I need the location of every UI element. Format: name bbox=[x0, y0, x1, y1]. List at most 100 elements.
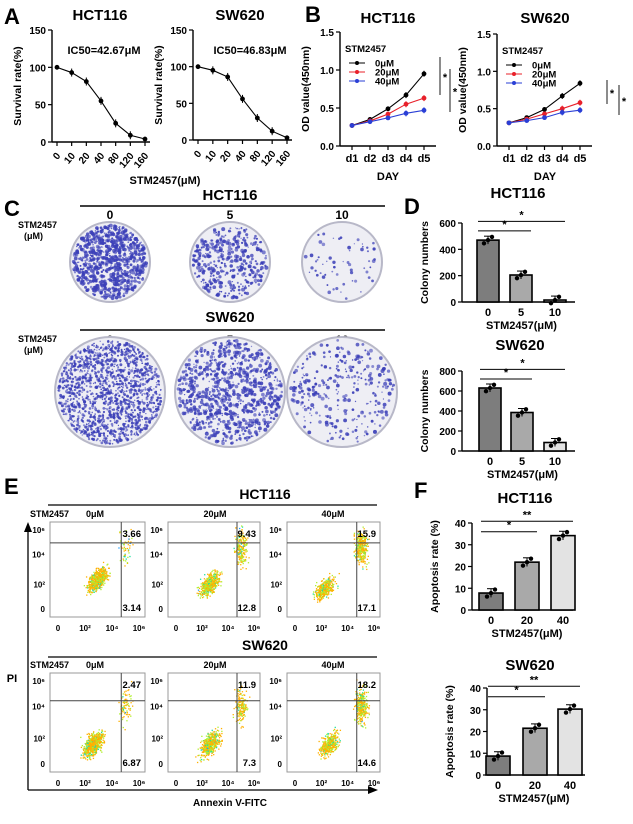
colony bbox=[124, 422, 127, 425]
colony bbox=[106, 383, 108, 386]
colony bbox=[137, 418, 142, 422]
colony bbox=[159, 396, 162, 400]
colony bbox=[112, 429, 116, 433]
event-dot bbox=[97, 581, 99, 584]
colony bbox=[326, 284, 329, 287]
colony bbox=[137, 252, 141, 257]
colony bbox=[133, 422, 135, 424]
colony bbox=[344, 297, 348, 300]
colony bbox=[118, 432, 122, 436]
colony bbox=[360, 247, 364, 252]
colony bbox=[94, 370, 96, 373]
colony bbox=[93, 267, 96, 270]
colony bbox=[155, 405, 157, 408]
data-point bbox=[421, 71, 427, 77]
colony bbox=[207, 386, 210, 389]
colony bbox=[102, 354, 104, 356]
colony bbox=[339, 434, 342, 437]
colony bbox=[97, 370, 100, 374]
colony bbox=[106, 235, 110, 239]
colony bbox=[104, 437, 107, 440]
colony bbox=[83, 280, 85, 282]
colony bbox=[74, 394, 78, 398]
colony bbox=[159, 399, 163, 403]
colony bbox=[94, 279, 98, 283]
event-dot bbox=[124, 548, 127, 550]
x-tick-label: 10⁴ bbox=[106, 624, 119, 633]
colony bbox=[197, 251, 202, 256]
colony bbox=[118, 234, 123, 239]
colony bbox=[93, 342, 95, 345]
colony bbox=[260, 275, 263, 278]
colony bbox=[65, 362, 69, 365]
colony bbox=[210, 272, 213, 275]
colony bbox=[331, 270, 334, 273]
colony bbox=[63, 379, 67, 383]
colony bbox=[348, 262, 352, 267]
colony bbox=[129, 430, 133, 434]
y-tick-label: 400 bbox=[439, 245, 456, 256]
colony bbox=[93, 241, 97, 245]
colony bbox=[100, 367, 103, 371]
colony bbox=[140, 368, 144, 372]
colony bbox=[123, 348, 126, 351]
colony bbox=[70, 384, 74, 387]
colony bbox=[245, 381, 249, 384]
colony bbox=[245, 280, 249, 284]
colony bbox=[144, 377, 147, 380]
colony bbox=[132, 289, 135, 292]
colony bbox=[127, 372, 130, 375]
colony bbox=[208, 280, 212, 283]
colony bbox=[125, 420, 127, 423]
colony bbox=[127, 277, 129, 279]
colony bbox=[191, 263, 195, 267]
y-tick-label: 10² bbox=[33, 581, 45, 590]
colony bbox=[79, 389, 82, 393]
colony bbox=[142, 374, 145, 377]
colony bbox=[110, 347, 113, 350]
colony bbox=[377, 410, 380, 413]
colony bbox=[219, 238, 223, 242]
colony bbox=[135, 353, 138, 355]
colony bbox=[227, 389, 230, 392]
colony bbox=[312, 407, 315, 409]
colony bbox=[244, 395, 246, 398]
colony bbox=[67, 400, 69, 403]
colony bbox=[81, 396, 84, 398]
colony bbox=[203, 411, 208, 416]
colony bbox=[119, 390, 122, 393]
colony bbox=[110, 227, 113, 230]
y-axis-label: Apoptosis rate (%) bbox=[444, 685, 456, 778]
event-dot bbox=[94, 585, 96, 587]
colony bbox=[73, 365, 76, 368]
colony bbox=[241, 408, 245, 412]
event-dot bbox=[109, 572, 111, 575]
colony bbox=[335, 388, 338, 391]
colony bbox=[123, 433, 126, 436]
colony bbox=[105, 370, 109, 374]
colony bbox=[142, 261, 146, 264]
colony bbox=[270, 390, 274, 394]
colony bbox=[338, 351, 341, 354]
colony bbox=[71, 408, 74, 411]
replicate-point bbox=[491, 757, 497, 762]
colony bbox=[119, 363, 123, 367]
colony bbox=[132, 348, 135, 352]
colony bbox=[222, 361, 224, 363]
colony bbox=[382, 406, 386, 409]
colony bbox=[78, 257, 81, 260]
colony bbox=[261, 378, 264, 381]
colony bbox=[76, 391, 79, 394]
colony bbox=[219, 420, 222, 423]
y-tick-label: 0 bbox=[475, 771, 481, 782]
colony bbox=[218, 411, 222, 415]
colony bbox=[222, 432, 226, 436]
colony bbox=[235, 402, 239, 407]
colony bbox=[307, 399, 310, 401]
colony bbox=[357, 414, 361, 418]
colony bbox=[120, 353, 122, 356]
colony bbox=[256, 435, 258, 437]
colony bbox=[130, 280, 133, 283]
colony bbox=[123, 390, 126, 393]
colony bbox=[135, 392, 139, 396]
